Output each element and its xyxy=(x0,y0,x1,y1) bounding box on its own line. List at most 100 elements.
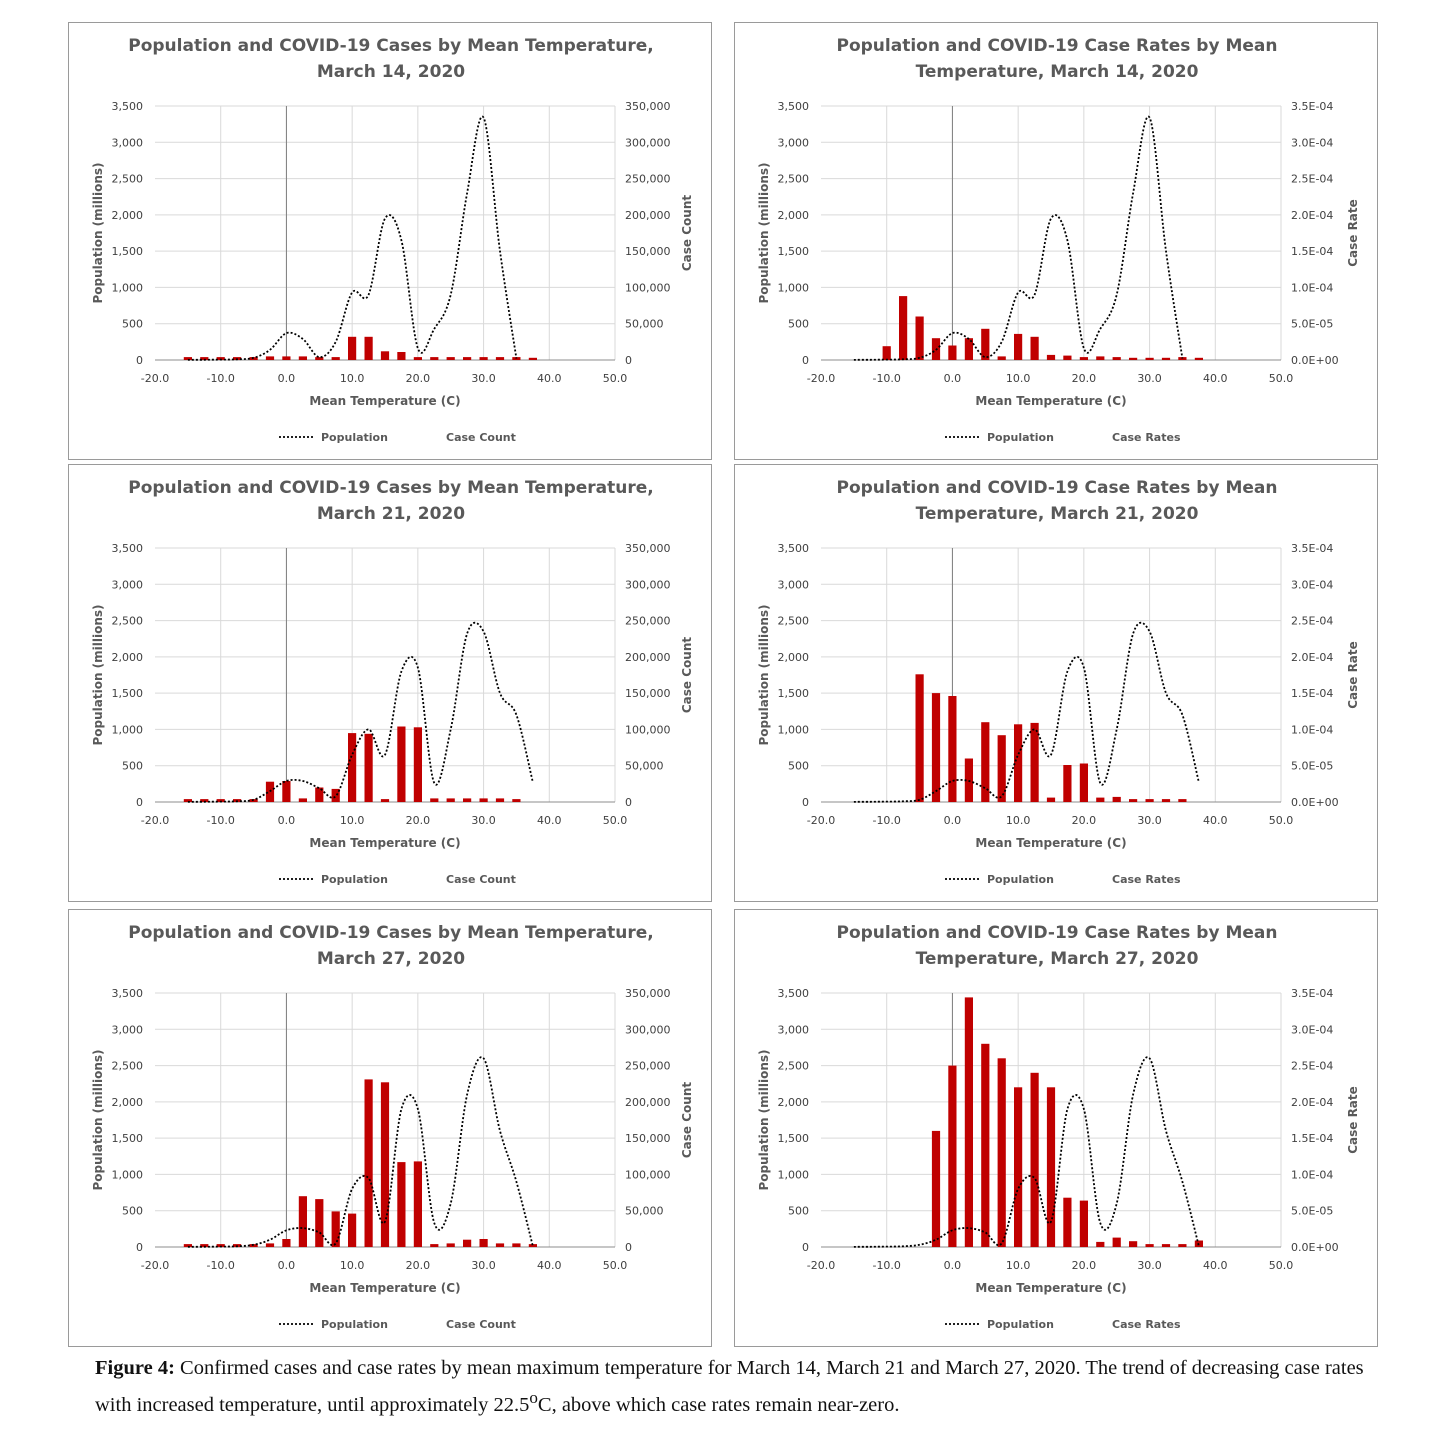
y2-tick-label: 350,000 xyxy=(625,542,671,555)
case-bar xyxy=(1046,797,1056,802)
y2-tick-label: 2.0E-04 xyxy=(1291,209,1333,222)
case-bar xyxy=(964,338,973,360)
case-bar xyxy=(446,357,455,360)
legend-cases-label: Case Count xyxy=(446,431,516,444)
case-bar xyxy=(479,357,488,360)
case-bar xyxy=(997,1058,1006,1247)
case-bar xyxy=(397,1162,406,1247)
case-bar xyxy=(430,798,439,802)
case-bar xyxy=(265,1243,275,1247)
chart-panel-5: Population and COVID-19 Cases by Mean Te… xyxy=(68,909,712,1347)
y2-tick-label: 150,000 xyxy=(625,245,671,258)
case-bar xyxy=(1046,354,1056,360)
y-tick-label: 1,500 xyxy=(112,1132,144,1145)
y2-tick-label: 5.0E-05 xyxy=(1291,760,1333,773)
y2-tick-label: 350,000 xyxy=(625,100,671,113)
x-tick-label: 0.0 xyxy=(944,814,962,827)
y2-tick-label: 3.0E-04 xyxy=(1291,136,1333,149)
y2-tick-label: 1.0E-04 xyxy=(1291,1168,1333,1181)
case-bar xyxy=(495,357,505,360)
y-tick-label: 3,500 xyxy=(778,100,810,113)
y-tick-label: 0 xyxy=(802,354,809,367)
y2-tick-label: 50,000 xyxy=(625,1205,664,1218)
case-bar xyxy=(315,787,324,802)
y2-tick-label: 3.5E-04 xyxy=(1291,100,1333,113)
case-bar xyxy=(298,1196,307,1247)
x-tick-label: 40.0 xyxy=(1203,1259,1228,1272)
y-tick-label: 3,500 xyxy=(112,542,144,555)
case-bar xyxy=(1129,357,1138,360)
y2-axis-label: Case Rate xyxy=(1346,641,1360,709)
case-bar xyxy=(948,345,957,360)
x-tick-label: 50.0 xyxy=(1269,1259,1294,1272)
y2-tick-label: 1.5E-04 xyxy=(1291,687,1333,700)
y2-tick-label: 50,000 xyxy=(625,760,664,773)
x-tick-label: 10.0 xyxy=(340,814,365,827)
population-line xyxy=(853,621,1200,803)
y2-tick-label: 100,000 xyxy=(625,281,671,294)
case-bar xyxy=(1014,333,1023,360)
chart-panel-1: Population and COVID-19 Cases by Mean Te… xyxy=(68,22,712,460)
y2-tick-label: 300,000 xyxy=(625,1023,671,1036)
legend-cases-label: Case Rates xyxy=(1112,873,1181,886)
y-tick-label: 3,000 xyxy=(112,136,144,149)
case-bar xyxy=(1178,357,1187,360)
y2-tick-label: 5.0E-05 xyxy=(1291,318,1333,331)
y-tick-label: 2,500 xyxy=(112,1060,144,1073)
case-bar xyxy=(512,357,521,360)
y-tick-label: 1,500 xyxy=(778,1132,810,1145)
x-tick-label: 50.0 xyxy=(603,372,628,385)
chart-panel-6: Population and COVID-19 Case Rates by Me… xyxy=(734,909,1378,1347)
x-axis-label: Mean Temperature (C) xyxy=(975,836,1126,850)
x-tick-label: -10.0 xyxy=(872,814,900,827)
case-bar xyxy=(1096,797,1105,802)
case-bar xyxy=(1063,355,1072,360)
legend-cases-label: Case Rates xyxy=(1112,1318,1181,1331)
y2-tick-label: 0 xyxy=(625,1241,632,1254)
x-tick-label: 10.0 xyxy=(340,1259,365,1272)
y-tick-label: 2,000 xyxy=(112,1096,144,1109)
case-bar xyxy=(282,781,291,802)
y2-axis-label: Case Count xyxy=(680,1082,694,1159)
x-tick-label: -20.0 xyxy=(141,372,169,385)
y-tick-label: 500 xyxy=(122,1205,143,1218)
case-bar xyxy=(1161,357,1171,360)
x-tick-label: 10.0 xyxy=(1006,372,1031,385)
case-bar xyxy=(364,336,373,360)
y-tick-label: 1,000 xyxy=(112,723,144,736)
x-tick-label: 30.0 xyxy=(1137,372,1162,385)
case-bar xyxy=(282,356,291,360)
caption-text-end: C, above which case rates remain near-ze… xyxy=(537,1393,900,1416)
y-tick-label: 2,000 xyxy=(778,209,810,222)
population-line xyxy=(187,621,534,803)
y2-axis-label: Case Count xyxy=(680,637,694,714)
chart-title-line-1: Population and COVID-19 Case Rates by Me… xyxy=(836,36,1278,56)
case-bar xyxy=(348,1213,357,1247)
y2-tick-label: 3.5E-04 xyxy=(1291,542,1333,555)
population-line xyxy=(187,115,518,361)
x-tick-label: 20.0 xyxy=(406,1259,431,1272)
x-tick-label: -10.0 xyxy=(206,814,234,827)
case-bar xyxy=(1178,799,1187,802)
case-bar xyxy=(931,1130,941,1247)
case-bar xyxy=(364,733,373,802)
y-tick-label: 1,000 xyxy=(112,1168,144,1181)
chart-title-line-2: March 27, 2020 xyxy=(316,949,466,969)
case-bar xyxy=(1145,357,1154,360)
y2-tick-label: 2.5E-04 xyxy=(1291,173,1333,186)
case-bar xyxy=(1079,1200,1088,1247)
case-bar xyxy=(981,328,990,360)
case-bar xyxy=(1178,1244,1187,1247)
legend-population-label: Population xyxy=(987,1318,1054,1331)
case-bar xyxy=(1145,1244,1154,1247)
case-bar xyxy=(200,1244,209,1247)
x-tick-label: -20.0 xyxy=(807,372,835,385)
y2-tick-label: 5.0E-05 xyxy=(1291,1205,1333,1218)
x-tick-label: 0.0 xyxy=(944,372,962,385)
x-tick-label: 10.0 xyxy=(1006,814,1031,827)
y2-tick-label: 1.5E-04 xyxy=(1291,245,1333,258)
chart-title: Population and COVID-19 Cases by Mean Te… xyxy=(69,475,713,527)
case-bar xyxy=(528,357,537,360)
chart-svg: 0 0.0E+00 500 5.0E-05 1,000 1.0E-04 1,500 1.5E-… xyxy=(757,542,1360,886)
case-bar xyxy=(315,357,324,360)
